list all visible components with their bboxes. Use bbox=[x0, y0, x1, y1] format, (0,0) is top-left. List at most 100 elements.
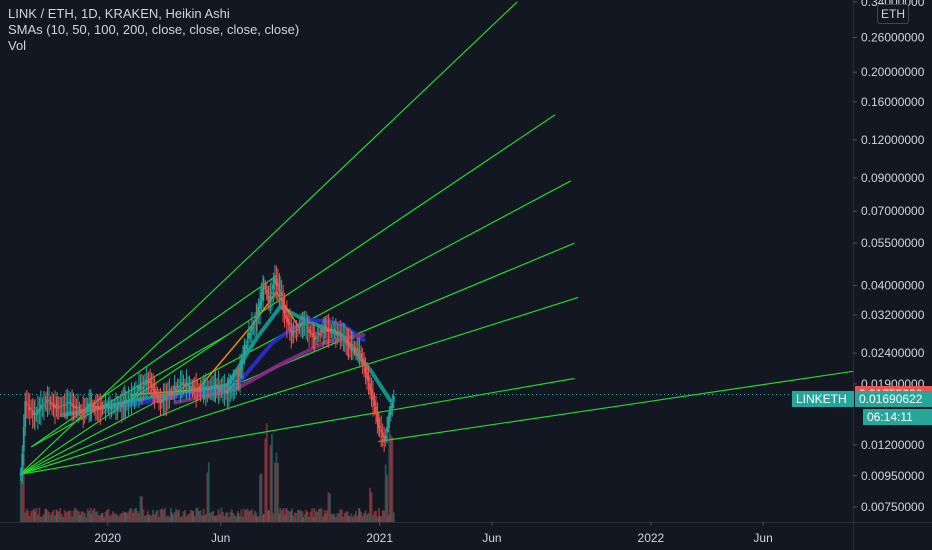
candle-body bbox=[80, 410, 83, 413]
volume-bar bbox=[175, 509, 177, 522]
volume-bar bbox=[219, 513, 221, 522]
volume-bar bbox=[255, 512, 258, 522]
volume-bar bbox=[230, 509, 233, 522]
volume-bar bbox=[223, 515, 226, 522]
candle-body bbox=[268, 297, 270, 299]
candle-body bbox=[376, 413, 379, 422]
volume-bar bbox=[355, 510, 357, 522]
volume-bar bbox=[187, 514, 189, 522]
volume-bar bbox=[220, 507, 223, 522]
volume-bar bbox=[104, 511, 107, 522]
volume-bar bbox=[313, 508, 316, 522]
candle-body bbox=[181, 382, 183, 385]
candle-body bbox=[178, 386, 180, 388]
volume-bar bbox=[209, 512, 212, 522]
y-tick-label: 0.20000000 bbox=[861, 65, 925, 79]
candle-body bbox=[210, 386, 213, 389]
candle-body bbox=[343, 336, 346, 338]
volume-bar bbox=[101, 513, 104, 522]
currency-button[interactable]: ETH bbox=[877, 4, 909, 24]
countdown-tag: 06:14:11 bbox=[863, 409, 932, 426]
candle-body bbox=[75, 407, 78, 409]
volume-bar bbox=[143, 516, 146, 522]
x-tick-label: Jun bbox=[211, 531, 230, 545]
volume-bar bbox=[97, 515, 100, 522]
volume-bar bbox=[141, 496, 143, 522]
candle-body bbox=[198, 388, 201, 392]
candle-body bbox=[246, 341, 249, 343]
candle-body bbox=[147, 381, 150, 383]
trendline bbox=[19, 296, 579, 475]
candle-body bbox=[235, 380, 238, 382]
x-tick-label: 2020 bbox=[94, 531, 121, 545]
volume-bar bbox=[329, 493, 331, 522]
y-tick-label: 0.07000000 bbox=[861, 204, 925, 218]
candle-body bbox=[259, 301, 261, 309]
candle-body bbox=[320, 328, 323, 333]
candle-body bbox=[117, 402, 120, 406]
x-tick-label: 2022 bbox=[638, 531, 665, 545]
volume-bar bbox=[256, 517, 258, 522]
candle-body bbox=[248, 332, 250, 339]
candle-body bbox=[57, 406, 60, 409]
volume-bar bbox=[253, 510, 256, 522]
candle-body bbox=[156, 394, 159, 396]
candle-body bbox=[282, 298, 284, 308]
volume-bar bbox=[155, 511, 157, 522]
volume-bar bbox=[275, 452, 278, 522]
candle-body bbox=[168, 390, 171, 395]
volume-bar bbox=[179, 517, 182, 522]
candle-body bbox=[284, 311, 287, 313]
candle-body bbox=[90, 405, 93, 407]
volume-bar bbox=[112, 511, 114, 522]
volume-bar bbox=[132, 512, 134, 522]
volume-bar bbox=[300, 510, 302, 522]
candle-body bbox=[83, 409, 86, 411]
y-tick-label: 0.09000000 bbox=[861, 171, 925, 185]
candle-body bbox=[291, 330, 293, 336]
volume-bar bbox=[384, 464, 387, 522]
volume-bar bbox=[326, 510, 328, 522]
candle-body bbox=[203, 387, 206, 390]
volume-bar bbox=[268, 510, 270, 522]
volume-bar bbox=[106, 509, 108, 522]
volume-bar bbox=[190, 509, 192, 522]
candle-body bbox=[91, 405, 94, 408]
volume-bar bbox=[217, 509, 220, 522]
volume-bar bbox=[334, 517, 337, 522]
volume-bar bbox=[248, 510, 250, 522]
volume-bar bbox=[168, 516, 171, 522]
volume-bar bbox=[45, 508, 47, 522]
volume-bar bbox=[159, 509, 162, 522]
volume-bar bbox=[126, 513, 128, 522]
y-tick-label: 0.26000000 bbox=[861, 30, 925, 44]
candle-body bbox=[314, 337, 317, 339]
candle-body bbox=[206, 388, 209, 390]
candle-body bbox=[285, 314, 288, 322]
volume-bar bbox=[235, 516, 238, 522]
volume-bar bbox=[78, 511, 81, 522]
candle-body bbox=[392, 396, 395, 402]
candle-body bbox=[82, 410, 85, 412]
volume-bar bbox=[38, 507, 41, 522]
volume-bar bbox=[46, 510, 49, 522]
candle-body bbox=[201, 386, 204, 389]
volume-bar bbox=[324, 513, 327, 522]
volume-bar bbox=[342, 516, 345, 522]
candle-body bbox=[262, 288, 265, 290]
candle-body bbox=[42, 404, 45, 406]
volume-bar bbox=[312, 517, 315, 522]
candle-body bbox=[288, 322, 291, 325]
candle-body bbox=[308, 329, 311, 334]
candle-body bbox=[369, 383, 371, 391]
candle-body bbox=[265, 289, 268, 293]
volume-bar bbox=[80, 511, 83, 522]
y-tick-label: 0.00750000 bbox=[861, 500, 925, 514]
volume-bar bbox=[278, 513, 281, 522]
candle-body bbox=[110, 407, 113, 409]
symbol-title: LINK / ETH, 1D, KRAKEN, Heikin Ashi bbox=[8, 6, 230, 21]
volume-bar bbox=[110, 514, 113, 522]
candle-body bbox=[187, 383, 189, 386]
candle-body bbox=[136, 392, 139, 394]
